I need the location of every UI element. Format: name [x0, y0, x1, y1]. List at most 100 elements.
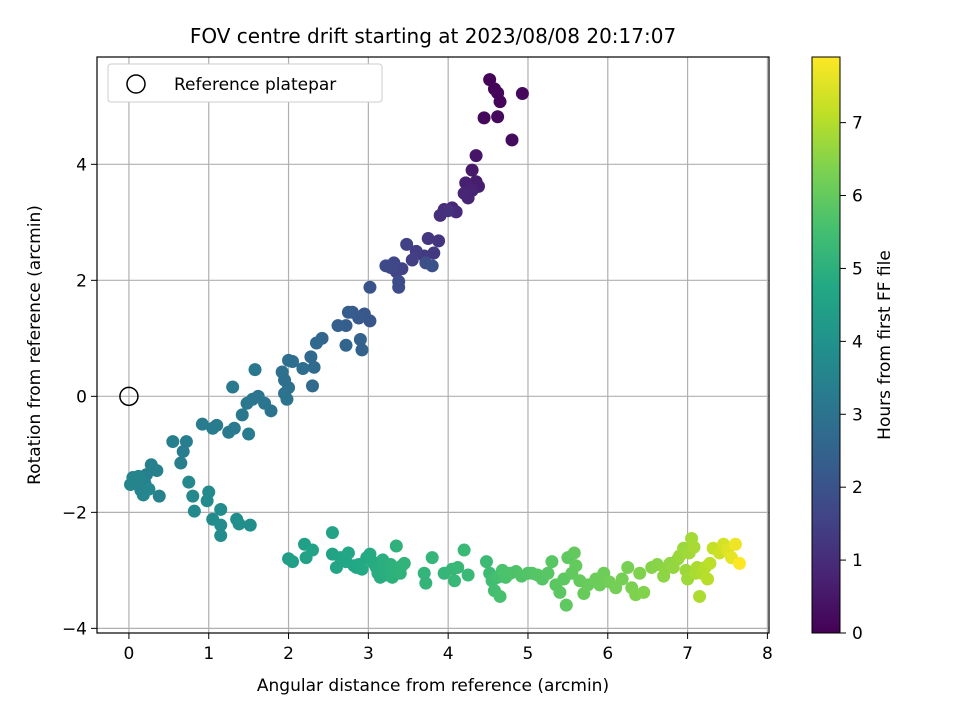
data-point — [392, 280, 406, 294]
y-axis-label: Rotation from reference (arcmin) — [25, 205, 45, 485]
data-point — [541, 566, 555, 580]
data-point — [309, 336, 323, 350]
data-point — [282, 353, 296, 367]
data-points — [124, 73, 746, 612]
y-tick-label: 0 — [76, 387, 87, 407]
data-point — [701, 572, 715, 586]
data-point — [477, 111, 491, 125]
legend-box — [107, 63, 383, 103]
data-point — [457, 543, 471, 557]
x-axis-label: Angular distance from reference (arcmin) — [257, 676, 609, 696]
data-point — [341, 305, 355, 319]
data-point — [389, 539, 403, 553]
y-tick-label: −4 — [62, 619, 87, 639]
data-point — [325, 526, 339, 540]
data-point — [448, 574, 462, 588]
x-tick-label: 1 — [203, 644, 214, 664]
legend-entry-reference: Reference platepar — [174, 75, 336, 95]
data-point — [732, 556, 746, 570]
colorbar-tick-label: 0 — [852, 624, 863, 644]
data-point — [243, 518, 257, 532]
data-point — [166, 435, 180, 449]
colorbar-ticks: 0 1 2 3 4 5 6 7 — [840, 114, 863, 644]
data-point — [214, 529, 228, 543]
x-tick-label: 8 — [762, 644, 773, 664]
data-point — [461, 568, 475, 582]
data-point — [179, 435, 193, 449]
data-point — [451, 560, 465, 574]
data-point — [465, 163, 479, 177]
x-tick-label: 6 — [602, 644, 613, 664]
axis-ticks: 0 1 2 3 4 5 6 7 8 −4 −2 0 2 4 — [62, 155, 773, 664]
data-point — [307, 360, 321, 374]
data-point — [703, 556, 717, 570]
data-point — [693, 589, 707, 603]
x-tick-label: 7 — [682, 644, 693, 664]
colorbar-tick-label: 5 — [852, 259, 863, 279]
data-point — [186, 489, 200, 503]
x-tick-label: 2 — [283, 644, 294, 664]
data-point — [248, 363, 262, 377]
data-point — [124, 478, 138, 492]
data-point — [432, 234, 446, 248]
y-tick-label: −2 — [62, 503, 87, 523]
data-point — [567, 546, 581, 560]
y-tick-label: 2 — [76, 271, 87, 291]
data-point — [553, 585, 567, 599]
data-point — [305, 379, 319, 393]
plot-frame — [96, 56, 770, 634]
data-point — [214, 502, 228, 516]
data-point — [339, 338, 353, 352]
data-point — [569, 559, 583, 573]
data-point — [633, 566, 647, 580]
reference-platepar-marker — [119, 386, 139, 407]
data-point — [405, 253, 419, 267]
data-point — [441, 204, 455, 218]
data-point — [397, 556, 411, 570]
colorbar-tick-label: 6 — [852, 187, 863, 207]
data-point — [195, 417, 209, 431]
data-point — [214, 518, 228, 532]
data-point — [331, 319, 345, 333]
data-point — [200, 494, 214, 508]
data-point — [479, 555, 493, 569]
colorbar: 0 1 2 3 4 5 6 7 Hours from first FF file — [811, 56, 895, 644]
data-point — [152, 489, 166, 503]
data-point — [621, 560, 635, 574]
data-point — [421, 232, 435, 246]
data-point — [286, 555, 300, 569]
data-point — [355, 343, 369, 357]
y-tick-label: 4 — [76, 155, 87, 175]
data-point — [400, 237, 414, 251]
data-point — [637, 585, 651, 599]
colorbar-tick-label: 3 — [852, 405, 863, 425]
x-tick-label: 4 — [443, 644, 454, 664]
data-point — [545, 555, 559, 569]
data-point — [242, 427, 256, 441]
x-tick-label: 5 — [523, 644, 534, 664]
legend: Reference platepar — [107, 63, 383, 103]
grid — [97, 57, 769, 633]
data-point — [222, 425, 236, 439]
data-point — [280, 392, 294, 406]
data-point — [182, 475, 196, 489]
chart-title: FOV centre drift starting at 2023/08/08 … — [190, 24, 676, 48]
data-point — [174, 456, 188, 470]
data-point — [187, 504, 201, 518]
data-point — [493, 95, 507, 109]
data-point — [505, 133, 519, 147]
data-point — [142, 482, 156, 496]
data-point — [687, 540, 701, 554]
colorbar-tick-label: 7 — [852, 114, 863, 134]
data-point — [304, 350, 318, 364]
data-point — [457, 186, 471, 200]
data-point — [419, 576, 433, 590]
data-point — [341, 546, 355, 560]
data-point — [515, 87, 529, 101]
data-point — [206, 421, 220, 435]
data-point — [305, 543, 319, 557]
colorbar-tick-label: 4 — [852, 332, 863, 352]
data-point — [226, 380, 240, 394]
colorbar-gradient — [811, 56, 841, 634]
